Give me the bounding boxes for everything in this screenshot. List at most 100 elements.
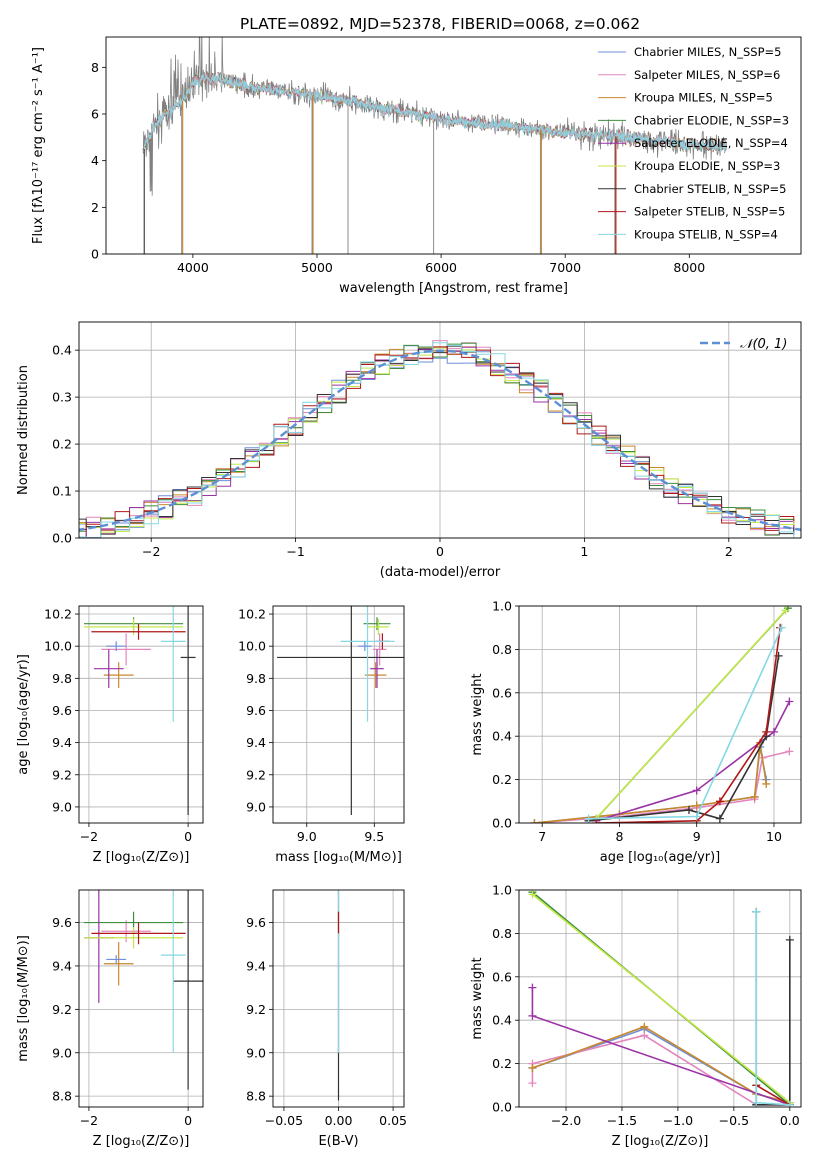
legend-normal-label: 𝒩(0, 1) [740, 337, 787, 352]
legend-label-3: Chabrier ELODIE, N_SSP=3 [634, 113, 789, 127]
x-tick-label: 0 [184, 1113, 192, 1128]
panel-weight_vs_Z: −2.0 −1.5 −1.0 −0.5 0.0 0.0 0.2 0.4 0.6 0.8 1.0 Z [… [470, 883, 802, 1149]
y-tick-label: 9.2 [52, 767, 72, 782]
x-tick-label: 0.00 [325, 1113, 353, 1128]
series-line-5 [531, 893, 791, 1104]
axes-frame [272, 889, 405, 1108]
x-axis-label: Z [log₁₀(Z/Z⊙)] [612, 1134, 709, 1149]
axes-frame [105, 36, 802, 255]
series-line-5 [595, 609, 787, 820]
y-tick-label: 0.4 [52, 343, 72, 358]
series-marker-8 [584, 814, 593, 823]
y-tick-label: 9.4 [246, 958, 266, 973]
x-tick-label: 4000 [177, 260, 209, 275]
histogram-series-2 [79, 346, 795, 538]
x-tick-label: 7 [538, 829, 546, 844]
x-tick-label: 9.0 [297, 829, 317, 844]
y-tick-label: 0.2 [52, 437, 72, 452]
histogram-series-0 [79, 345, 795, 538]
x-tick-label: −2 [80, 1113, 98, 1128]
x-axis-label: age [log₁₀(age/yr)] [600, 850, 721, 865]
y-tick-label: 2 [91, 200, 99, 215]
plot-area-residuals [79, 340, 801, 538]
normal-curve [79, 349, 801, 531]
x-tick-label: 9 [693, 829, 701, 844]
x-tick-label: 0 [184, 829, 192, 844]
x-axis-label: (data-model)/error [380, 565, 501, 580]
y-axis-label: age [log₁₀(age/yr)] [16, 654, 31, 775]
series-marker-8 [785, 1100, 794, 1107]
series-marker-2 [750, 792, 759, 801]
panel-spectrum: 4000 5000 6000 7000 8000 0 2 4 6 8 wavelength [Ang… [31, 36, 802, 296]
legend-label-2: Kroupa MILES, N_SSP=5 [634, 91, 773, 105]
series-marker-2 [530, 819, 539, 823]
series-line-1 [531, 1034, 790, 1106]
y-axis-label: Normed distribution [16, 365, 31, 495]
y-tick-label: 9.4 [246, 735, 266, 750]
series-marker-5 [781, 606, 790, 615]
legend-label-7: Salpeter STELIB, N_SSP=5 [634, 205, 785, 219]
y-tick-label: 0.2 [492, 772, 512, 787]
series-marker-8 [692, 812, 701, 821]
series-marker-7 [715, 797, 724, 806]
y-tick-label: 0.0 [52, 531, 72, 546]
series-line-7 [755, 1084, 791, 1106]
x-tick-label: 2 [725, 544, 733, 559]
y-tick-label: 0.1 [52, 484, 72, 499]
y-tick-label: 9.2 [246, 767, 266, 782]
histogram-series-8 [79, 342, 795, 538]
panel-residuals: −2 −1 0 1 2 0.0 0.1 0.2 0.3 0.4 (data-model)/error… [16, 321, 802, 580]
series-marker-8 [752, 907, 761, 916]
panel-mass_vs_Z: −2 0 8.8 9.0 9.2 9.4 9.6 Z [log₁₀(Z/Z⊙)] mass [l… [16, 889, 204, 1149]
y-tick-label: 10.0 [44, 639, 72, 654]
y-tick-label: 9.0 [246, 799, 266, 814]
y-tick-label: 1.0 [492, 599, 512, 614]
series-marker-8 [752, 1098, 761, 1107]
y-axis-label: Flux [fλ10⁻¹⁷ erg cm⁻² s⁻¹ A⁻¹] [31, 47, 46, 244]
legend-label-8: Kroupa STELIB, N_SSP=4 [634, 227, 778, 241]
y-tick-label: 10.0 [238, 639, 266, 654]
series-marker-5 [528, 890, 537, 899]
x-tick-label: −1 [286, 544, 304, 559]
x-tick-label: −1.0 [663, 1113, 693, 1128]
y-tick-label: 8 [91, 60, 99, 75]
x-axis-label: E(B-V) [318, 1134, 358, 1149]
series-marker-4 [785, 697, 794, 706]
y-tick-label: 9.6 [246, 915, 266, 930]
x-axis-label: Z [log₁₀(Z/Z⊙)] [93, 1134, 190, 1149]
legend-label-1: Salpeter MILES, N_SSP=6 [634, 68, 780, 82]
histogram-series-1 [79, 340, 795, 538]
legend-label-0: Chabrier MILES, N_SSP=5 [634, 45, 781, 59]
axes-frame [78, 889, 204, 1108]
series-marker-2 [762, 779, 771, 788]
y-tick-label: 0.8 [492, 926, 512, 941]
panel-age_vs_Z: −2 0 9.0 9.2 9.4 9.6 9.8 10.0 10.2 Z [log₁₀(Z/Z⊙)… [16, 605, 204, 865]
x-tick-label: −2 [142, 544, 160, 559]
axes-frame [518, 605, 802, 824]
x-tick-label: 8 [615, 829, 623, 844]
y-tick-label: 0.4 [492, 729, 512, 744]
series-marker-6 [684, 805, 693, 814]
y-tick-label: 9.6 [52, 915, 72, 930]
series-marker-1 [640, 1031, 649, 1040]
y-tick-label: 0.0 [492, 1100, 512, 1115]
legend-label-5: Kroupa ELODIE, N_SSP=3 [634, 159, 780, 173]
x-tick-label: 6000 [425, 260, 457, 275]
series-marker-4 [528, 1011, 537, 1020]
x-tick-label: −0.5 [719, 1113, 749, 1128]
plot-area-weight_vs_Z [528, 890, 794, 1107]
panel-mass_vs_ebv: −0.05 0.00 0.05 8.8 9.0 9.2 9.4 9.6 E(B-V) [246, 889, 407, 1149]
y-tick-label: 9.6 [52, 703, 72, 718]
y-tick-label: 4 [91, 153, 99, 168]
x-tick-label: 10 [766, 829, 782, 844]
y-tick-label: 0 [91, 247, 99, 262]
axes-frame [78, 605, 204, 824]
x-axis-label: Z [log₁₀(Z/Z⊙)] [93, 850, 190, 865]
y-tick-label: 8.8 [52, 1089, 72, 1104]
series-marker-6 [785, 935, 794, 944]
y-tick-label: 0.2 [492, 1056, 512, 1071]
series-marker-1 [785, 747, 794, 756]
model-line-8 [142, 72, 727, 153]
x-tick-label: 0.0 [780, 1113, 800, 1128]
plot-area-age_vs_mass [277, 606, 404, 815]
